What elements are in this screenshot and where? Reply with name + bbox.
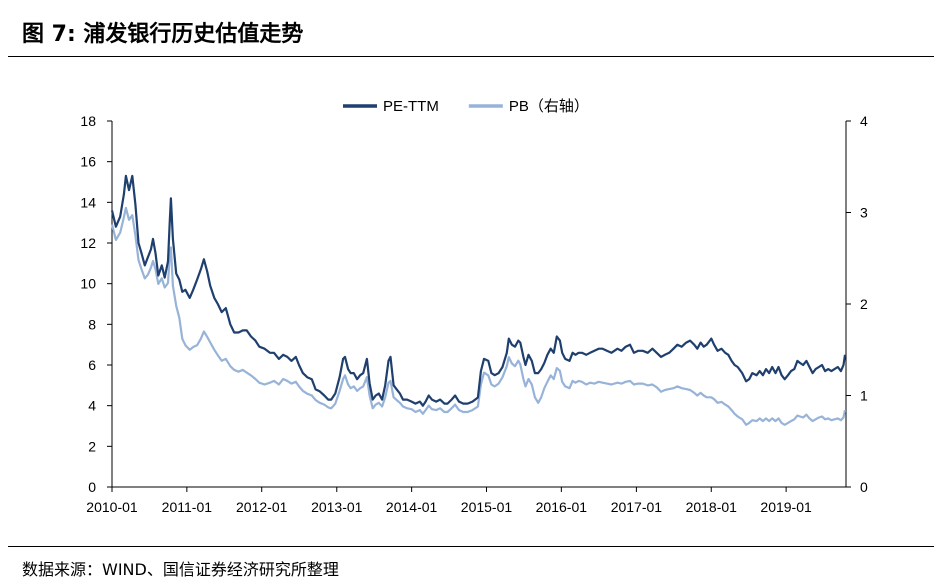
x-tick-label: 2011-01 (162, 499, 213, 515)
x-tick-label: 2013-01 (311, 499, 363, 515)
legend: PE-TTM PB（右轴） (343, 98, 589, 115)
left-tick-label: 10 (80, 276, 96, 292)
series-layer (110, 174, 847, 426)
x-tick-label: 2014-01 (386, 499, 438, 515)
left-tick-label: 18 (80, 113, 96, 129)
right-tick-label: 1 (860, 388, 868, 404)
x-tick-label: 2019-01 (760, 499, 812, 515)
top-rule (8, 56, 934, 57)
series-line-pe-ttm (110, 174, 847, 407)
series-line-pb (110, 206, 847, 426)
left-tick-label: 12 (80, 235, 96, 251)
left-tick-label: 14 (80, 194, 96, 210)
x-tick-label: 2017-01 (611, 499, 663, 515)
source-note: 数据来源：WIND、国信证券经济研究所整理 (22, 560, 339, 579)
left-tick-label: 0 (88, 479, 96, 495)
x-tick-label: 2012-01 (236, 499, 288, 515)
right-tick-label: 2 (860, 296, 868, 312)
right-tick-label: 0 (860, 479, 868, 495)
bottom-rule (8, 546, 934, 547)
left-tick-label: 6 (88, 357, 96, 373)
x-tick-label: 2016-01 (536, 499, 588, 515)
figure-title: 图 7: 浦发银行历史估值走势 (22, 22, 304, 47)
legend-label: PE-TTM (383, 98, 439, 115)
legend-label: PB（右轴） (509, 98, 589, 115)
right-tick-label: 3 (860, 205, 868, 221)
x-tick-label: 2010-01 (86, 499, 138, 515)
left-tick-label: 16 (80, 154, 96, 170)
x-tick-label: 2015-01 (461, 499, 513, 515)
left-tick-label: 8 (88, 316, 96, 332)
right-tick-label: 4 (860, 113, 868, 129)
x-tick-label: 2018-01 (686, 499, 738, 515)
left-tick-label: 4 (88, 398, 96, 414)
left-tick-label: 2 (88, 438, 96, 454)
line-chart: PE-TTM PB（右轴） 024681012141618012342010-01… (80, 98, 868, 515)
